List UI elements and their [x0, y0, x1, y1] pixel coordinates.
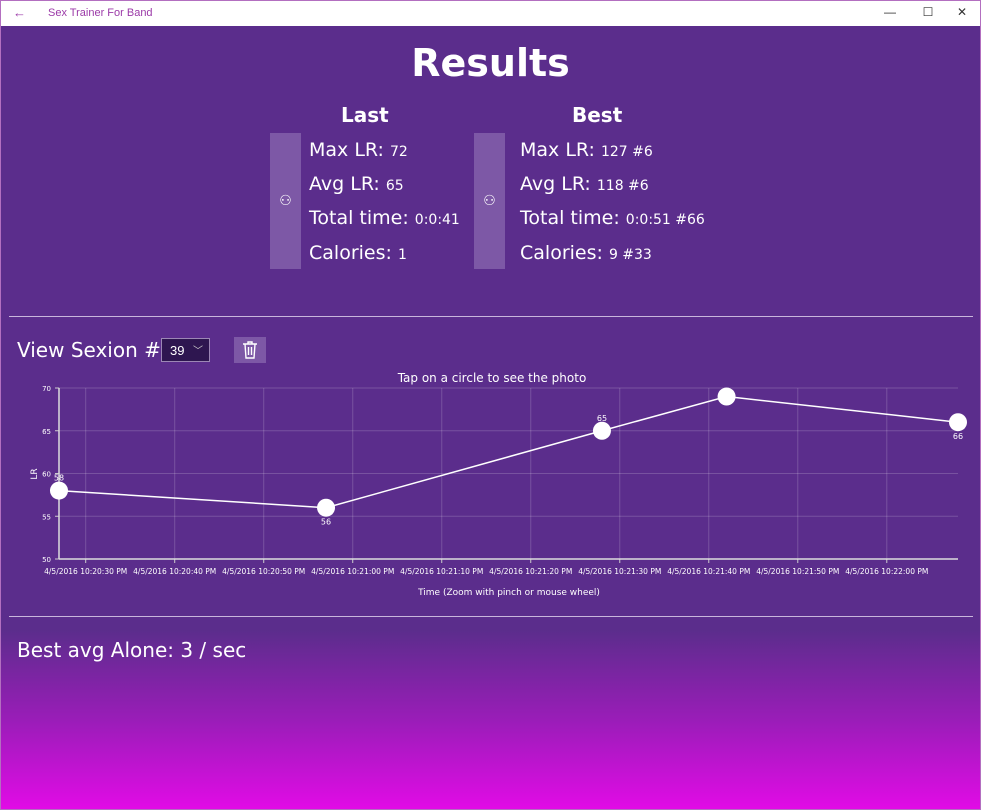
session-value: 39: [170, 343, 185, 358]
last-avg-lr: Avg LR: 65: [309, 173, 404, 195]
title-bar: ← Sex Trainer For Band — ☐ ✕: [1, 1, 980, 26]
x-tick-label: 4/5/2016 10:21:30 PM: [578, 567, 661, 576]
y-tick-label: 60: [42, 471, 51, 479]
window-title: Sex Trainer For Band: [48, 7, 153, 19]
y-tick-label: 55: [42, 513, 51, 521]
photo-placeholder-icon: ⚇: [279, 193, 292, 209]
data-point[interactable]: [949, 413, 967, 432]
divider: [9, 616, 973, 617]
delete-session-button[interactable]: [234, 337, 266, 363]
y-tick-label: 65: [42, 428, 51, 436]
last-calories: Calories: 1: [309, 242, 407, 264]
session-label: View Sexion #:: [17, 338, 168, 362]
x-tick-label: 4/5/2016 10:22:00 PM: [845, 567, 928, 576]
best-max-lr: Max LR: 127 #6: [520, 139, 653, 161]
x-axis-label: Time (Zoom with pinch or mouse wheel): [417, 588, 600, 598]
series-line: [58, 395, 959, 509]
best-heading: Best: [572, 103, 623, 127]
back-button[interactable]: ←: [13, 5, 26, 20]
data-label: 65: [597, 414, 607, 423]
x-tick-label: 4/5/2016 10:20:40 PM: [133, 567, 216, 576]
session-select[interactable]: 39 ﹀: [161, 338, 210, 362]
x-tick-label: 4/5/2016 10:21:20 PM: [489, 567, 572, 576]
data-point[interactable]: [50, 481, 68, 500]
x-tick-label: 4/5/2016 10:20:50 PM: [222, 567, 305, 576]
chart-title: Tap on a circle to see the photo: [397, 371, 587, 385]
close-button[interactable]: ✕: [956, 5, 968, 19]
page-title: Results: [411, 41, 570, 85]
y-tick-label: 70: [42, 385, 51, 393]
data-point[interactable]: [717, 387, 736, 406]
x-tick-label: 4/5/2016 10:21:00 PM: [311, 567, 394, 576]
last-photo-button[interactable]: ⚇: [270, 133, 301, 269]
best-avg-alone: Best avg Alone: 3 / sec: [17, 638, 247, 662]
trash-icon: [243, 341, 257, 359]
data-point[interactable]: [317, 498, 336, 517]
best-calories: Calories: 9 #33: [520, 242, 652, 264]
last-total-time: Total time: 0:0:41: [309, 207, 460, 229]
divider: [9, 316, 973, 317]
data-label: 58: [54, 474, 64, 483]
chevron-down-icon: ﹀: [193, 346, 203, 357]
minimize-button[interactable]: —: [884, 5, 896, 19]
last-heading: Last: [341, 103, 389, 127]
x-tick-label: 4/5/2016 10:21:50 PM: [756, 567, 839, 576]
best-total-time: Total time: 0:0:51 #66: [520, 207, 705, 229]
last-max-lr: Max LR: 72: [309, 139, 408, 161]
x-tick-label: 4/5/2016 10:20:30 PM: [44, 567, 127, 576]
data-label: 66: [953, 432, 963, 441]
best-avg-lr: Avg LR: 118 #6: [520, 173, 649, 195]
photo-placeholder-icon: ⚇: [483, 193, 496, 209]
data-label: 56: [321, 518, 331, 527]
x-tick-label: 4/5/2016 10:21:40 PM: [667, 567, 750, 576]
y-axis-label: LR: [30, 468, 40, 479]
data-point[interactable]: [592, 421, 611, 440]
x-tick-label: 4/5/2016 10:21:10 PM: [400, 567, 483, 576]
maximize-button[interactable]: ☐: [922, 5, 934, 19]
y-tick-label: 50: [42, 556, 51, 564]
lr-chart[interactable]: Tap on a circle to see the photo 50 55 60 6…: [1, 366, 980, 606]
best-photo-button[interactable]: ⚇: [474, 133, 505, 269]
